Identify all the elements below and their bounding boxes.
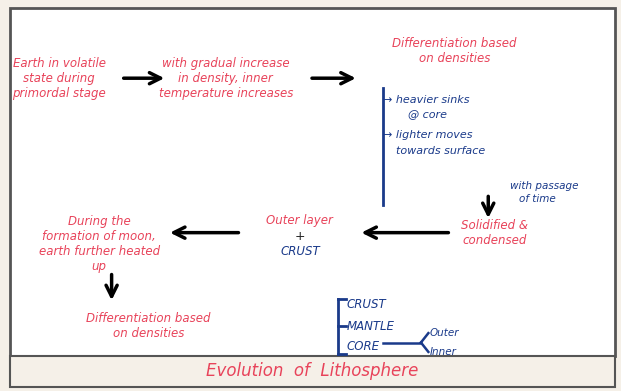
Text: Outer layer: Outer layer [266, 214, 333, 228]
Text: CORE: CORE [347, 339, 379, 353]
Text: MANTLE: MANTLE [347, 320, 394, 333]
Text: Outer: Outer [430, 328, 459, 338]
Text: of time: of time [519, 194, 556, 204]
Text: with gradual increase
in density, inner
temperature increases: with gradual increase in density, inner … [158, 57, 293, 100]
Text: CRUST: CRUST [347, 298, 386, 312]
Text: Inner: Inner [430, 347, 456, 357]
Text: Differentiation based
on densities: Differentiation based on densities [392, 37, 517, 65]
Text: Solidified &
condensed: Solidified & condensed [461, 219, 528, 247]
Text: towards surface: towards surface [396, 145, 485, 156]
Text: Differentiation based
on densities: Differentiation based on densities [86, 312, 211, 341]
Text: CRUST: CRUST [280, 244, 320, 258]
Text: +: + [295, 230, 305, 243]
Text: Earth in volatile
state during
primordal stage: Earth in volatile state during primordal… [12, 57, 106, 100]
FancyBboxPatch shape [10, 8, 615, 356]
Text: During the
formation of moon,
earth further heated
up: During the formation of moon, earth furt… [39, 215, 160, 273]
Text: → heavier sinks: → heavier sinks [383, 95, 469, 105]
Text: Evolution  of  Lithosphere: Evolution of Lithosphere [206, 362, 419, 380]
FancyBboxPatch shape [10, 356, 615, 387]
Text: → lighter moves: → lighter moves [383, 130, 473, 140]
Text: @ core: @ core [408, 110, 447, 120]
Text: with passage: with passage [510, 181, 578, 191]
